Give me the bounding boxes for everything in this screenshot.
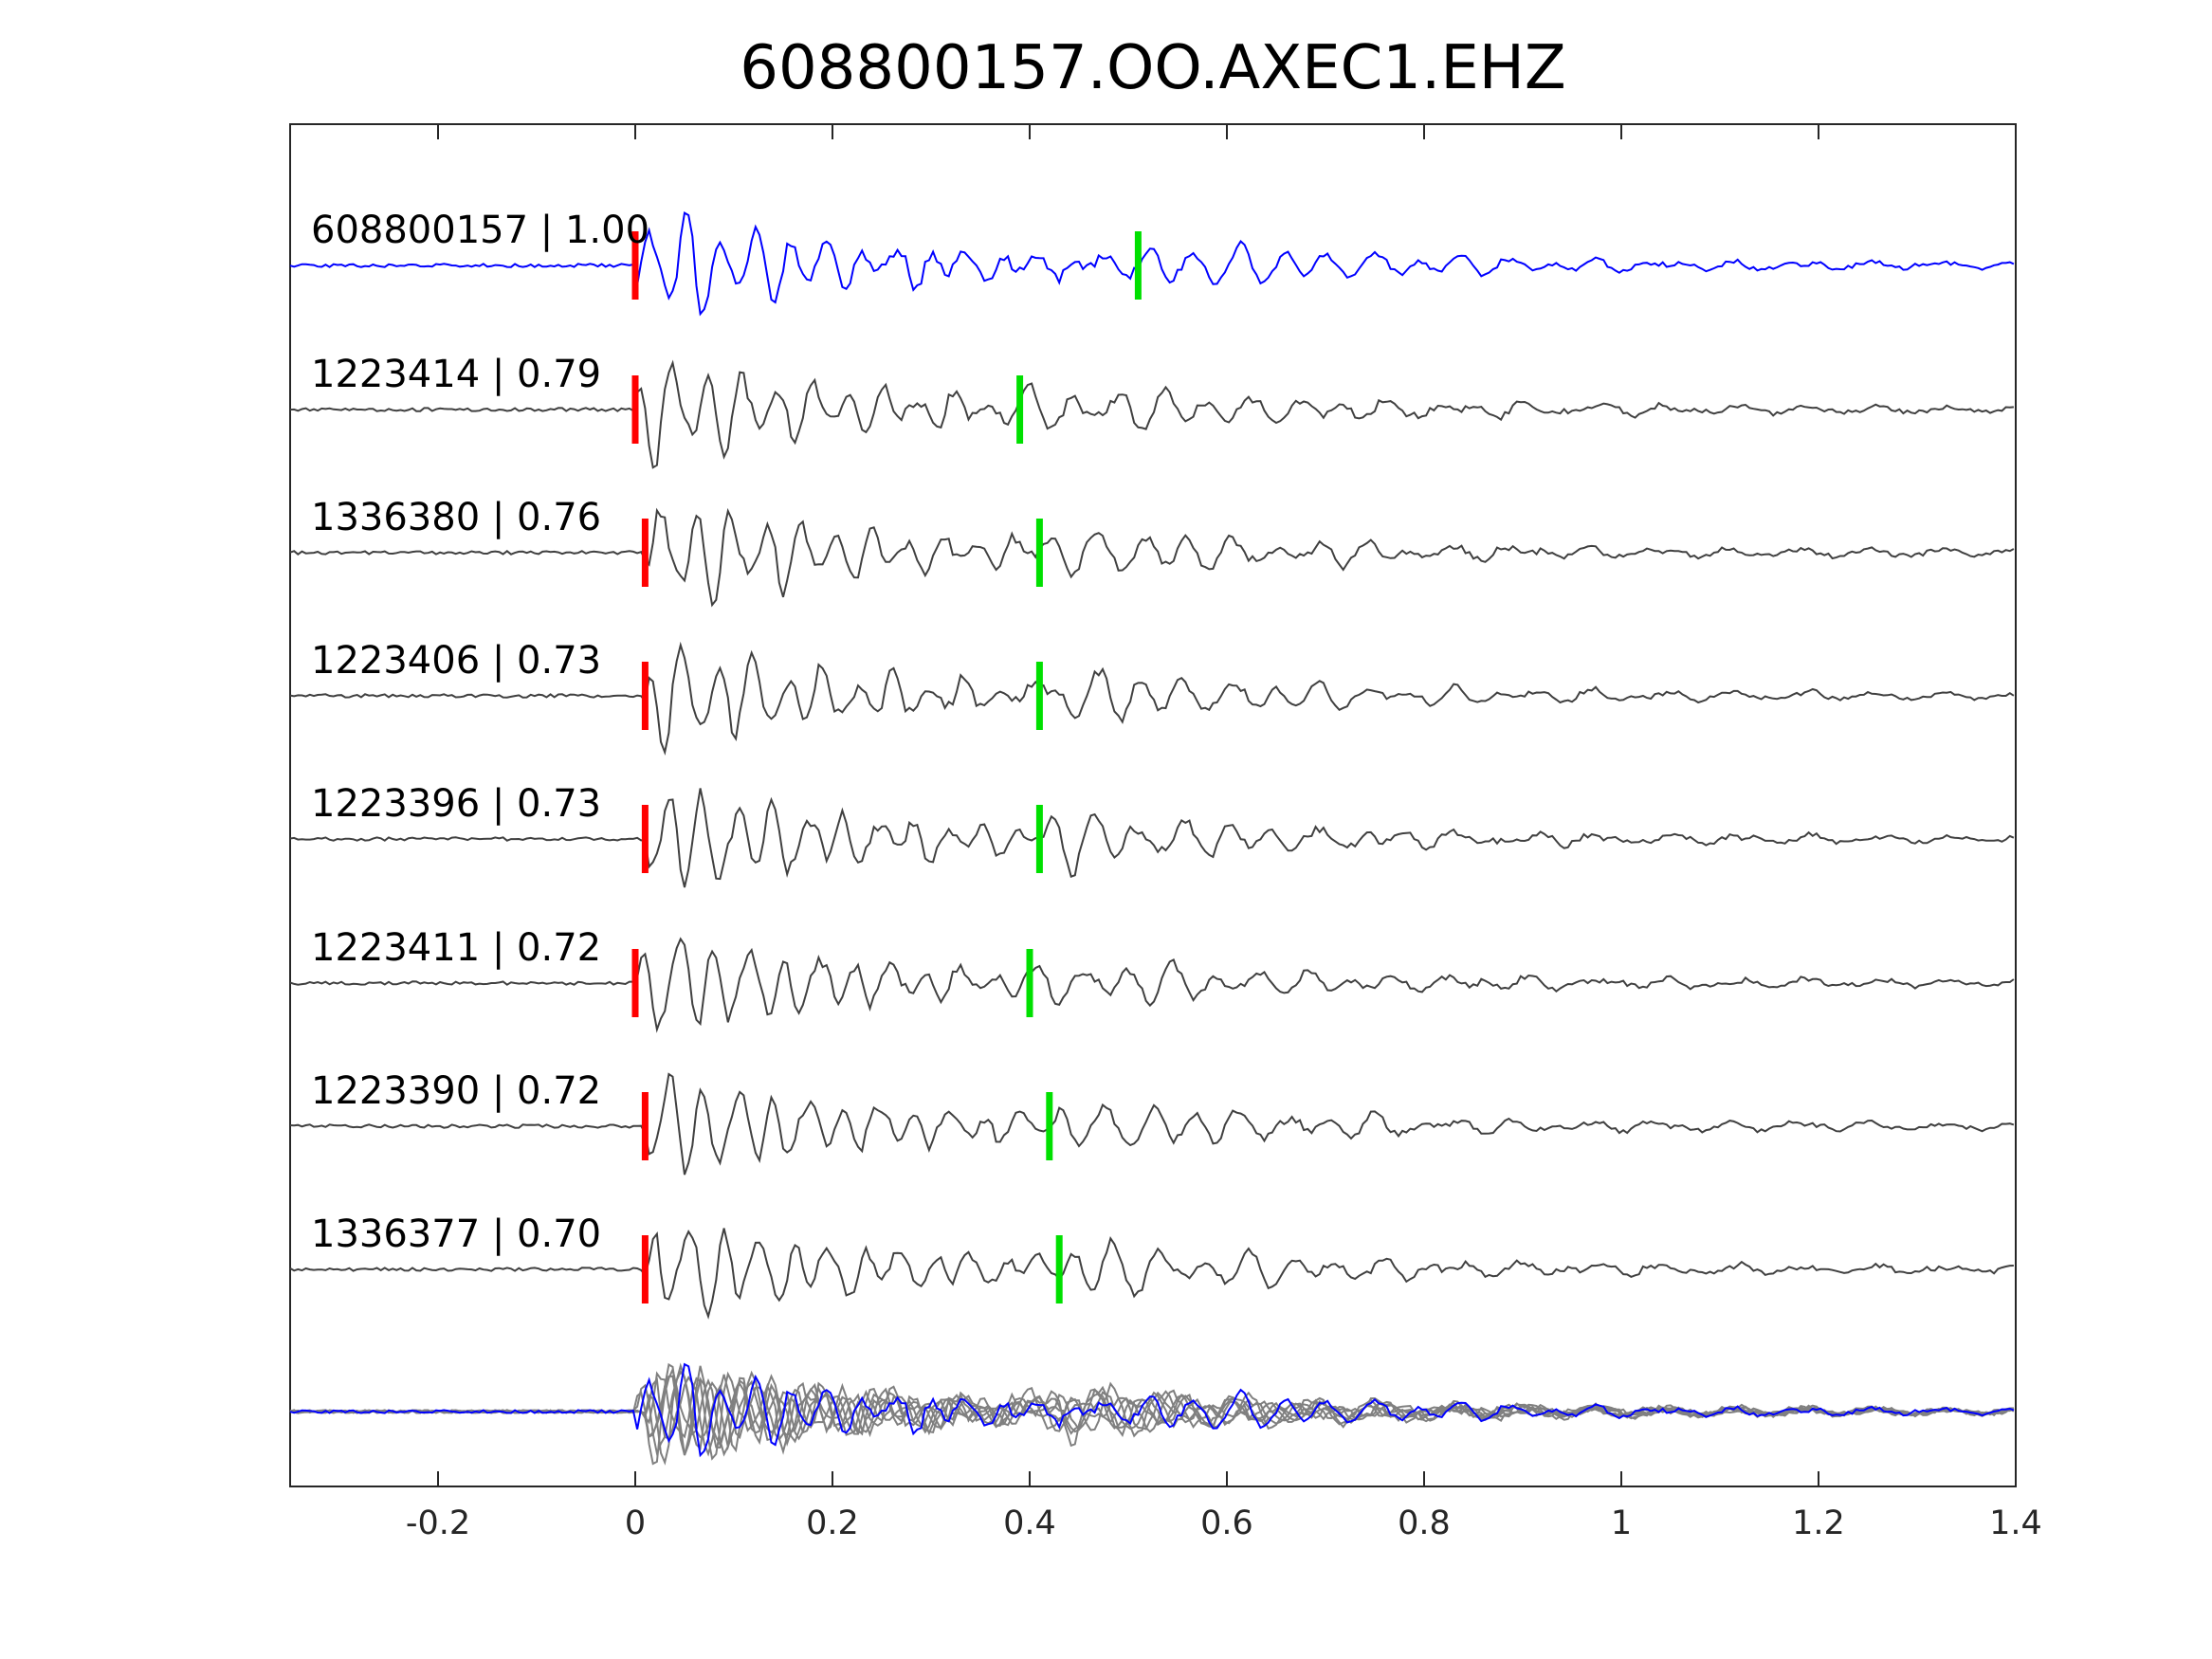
stack-master-trace [289, 1362, 2015, 1458]
trace-label-1336380: 1336380 | 0.76 [311, 496, 601, 539]
trace-1336377 [289, 1228, 2014, 1320]
trace-label-1223390: 1223390 | 0.72 [311, 1069, 601, 1113]
trace-1223411 [289, 937, 2015, 1033]
trace-label-1223396: 1223396 | 0.73 [311, 782, 601, 826]
trace-1223406 [289, 641, 2015, 757]
trace-label-1223406: 1223406 | 0.73 [311, 639, 601, 683]
trace-labels: 608800157 | 1.00 1223414 | 0.79 1336380 | … [311, 209, 649, 1256]
x-tick-label: 0.4 [1003, 1504, 1056, 1542]
trace-1223390 [289, 1072, 2015, 1176]
trace-label-1223414: 1223414 | 0.79 [311, 353, 601, 396]
stack-trace [289, 1366, 2014, 1466]
x-tick-label: 1 [1611, 1504, 1632, 1542]
x-tick-label: 0.6 [1200, 1504, 1253, 1542]
trace-label-1336377: 1336377 | 0.70 [311, 1212, 601, 1256]
stacked-overlay [289, 1362, 2015, 1466]
x-tick-label: 1.4 [1989, 1504, 2042, 1542]
x-tick-label: -0.2 [406, 1504, 470, 1542]
trace-label-1223411: 1223411 | 0.72 [311, 926, 601, 970]
x-tick-label: 0 [625, 1504, 646, 1542]
x-axis: -0.2 0 0.2 0.4 0.6 0.8 1 1.2 1.4 [406, 124, 2042, 1542]
x-tick-label: 0.8 [1398, 1504, 1451, 1542]
phase-picks [631, 231, 1142, 1304]
x-tick-label: 0.2 [806, 1504, 859, 1542]
trace-1223414 [289, 359, 2014, 469]
plot-frame [289, 123, 2017, 1487]
x-tick-label: 1.2 [1792, 1504, 1845, 1542]
trace-1223396 [289, 788, 2015, 888]
chart-title: 608800157.OO.AXEC1.EHZ [740, 33, 1566, 103]
trace-group [289, 211, 2015, 1320]
stack-trace [289, 1374, 2014, 1457]
trace-1336380 [289, 507, 2015, 608]
trace-label-608800157: 608800157 | 1.00 [311, 209, 649, 252]
trace-608800157 [289, 211, 2015, 317]
